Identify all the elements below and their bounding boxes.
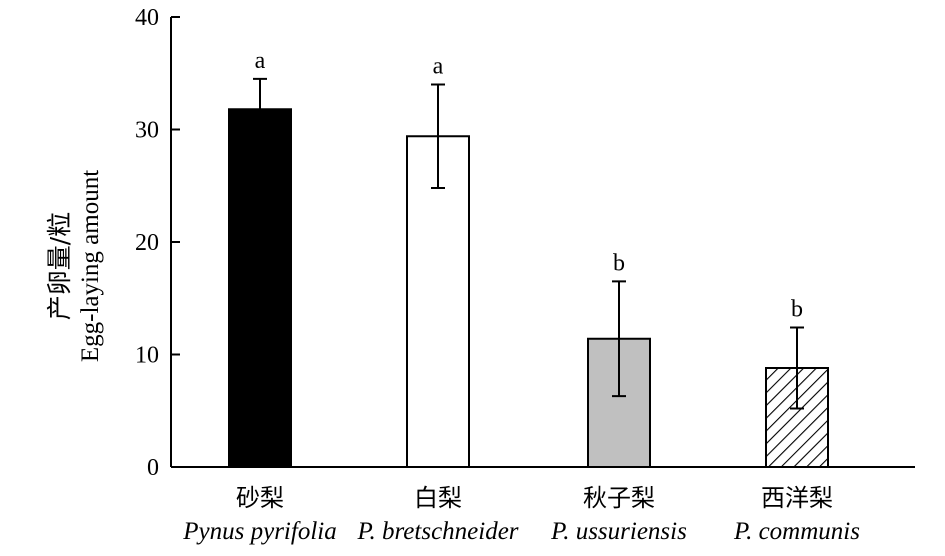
category-label-en-3: P. ussuriensis — [550, 518, 687, 545]
y-tick-label: 40 — [135, 5, 159, 31]
y-tick-label: 20 — [135, 230, 159, 256]
bar-1 — [228, 108, 292, 468]
significance-letter-4: b — [791, 297, 803, 323]
significance-letter-3: b — [613, 250, 625, 276]
y-tick-label: 10 — [135, 343, 159, 369]
category-label-cn-1: 砂梨 — [236, 484, 284, 512]
y-axis-label-en: Egg-laying amount — [77, 170, 104, 362]
y-axis-label: 产卵量/粒 Egg-laying amount — [45, 170, 104, 362]
bar-2 — [406, 135, 470, 468]
error-bar-4 — [790, 326, 804, 410]
y-axis-label-cn: 产卵量/粒 — [45, 212, 74, 320]
significance-letter-2: a — [433, 54, 444, 80]
category-label-en-4: P. communis — [733, 518, 860, 545]
category-label-cn-2: 白梨 — [414, 484, 462, 512]
significance-letters: a a b b — [255, 48, 803, 323]
category-labels: 砂梨 Pynus pyrifolia 白梨 P. bretschneider 秋子梨 P.… — [182, 484, 860, 545]
category-label-en-1: Pynus pyrifolia — [182, 518, 336, 545]
y-tick-label: 0 — [147, 455, 159, 481]
significance-letter-1: a — [255, 48, 266, 74]
error-bar-3 — [612, 280, 626, 398]
category-label-en-2: P. bretschneider — [356, 518, 518, 545]
error-bars — [253, 77, 804, 410]
error-bar-2 — [431, 83, 445, 189]
category-label-cn-4: 西洋梨 — [761, 484, 833, 512]
y-tick-label: 30 — [135, 118, 159, 144]
y-axis-ticks: 0 10 20 30 40 — [135, 5, 180, 481]
error-bar-1 — [253, 77, 267, 141]
bars — [228, 108, 829, 468]
category-label-cn-3: 秋子梨 — [583, 484, 655, 512]
